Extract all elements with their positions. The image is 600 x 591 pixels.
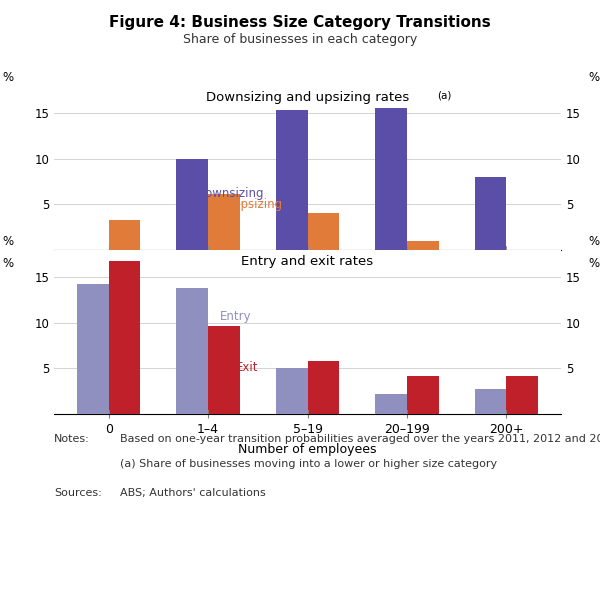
Text: Entry and exit rates: Entry and exit rates [241, 255, 374, 268]
Bar [275, 368, 308, 414]
Bar [275, 111, 308, 249]
Bar [308, 213, 340, 249]
Text: ABS; Authors' calculations: ABS; Authors' calculations [120, 488, 266, 498]
Text: %: % [589, 257, 599, 270]
Text: Sources:: Sources: [54, 488, 102, 498]
Text: (a) Share of businesses moving into a lower or higher size category: (a) Share of businesses moving into a lo… [120, 459, 497, 469]
Text: Based on one-year transition probabilities averaged over the years 2011, 2012 an: Based on one-year transition probabiliti… [120, 434, 600, 444]
Bar [109, 261, 140, 414]
Bar [375, 108, 407, 249]
Bar [407, 376, 439, 414]
Text: %: % [589, 71, 599, 84]
Text: Figure 4: Business Size Category Transitions: Figure 4: Business Size Category Transit… [109, 15, 491, 30]
Bar [176, 158, 208, 249]
Bar [475, 177, 506, 249]
Bar [475, 389, 506, 414]
Text: Entry: Entry [220, 310, 251, 323]
Bar [308, 361, 340, 414]
Text: Upsizing: Upsizing [232, 198, 282, 211]
Text: Share of businesses in each category: Share of businesses in each category [183, 33, 417, 46]
Text: Exit: Exit [236, 361, 259, 374]
Bar [208, 326, 240, 414]
Text: %: % [3, 257, 14, 270]
Bar [176, 288, 208, 414]
Text: %: % [3, 71, 14, 84]
Bar [407, 241, 439, 249]
Text: %: % [589, 235, 599, 248]
Text: Downsizing: Downsizing [197, 187, 265, 200]
Text: Notes:: Notes: [54, 434, 90, 444]
Text: %: % [3, 235, 14, 248]
Bar [375, 394, 407, 414]
X-axis label: Number of employees: Number of employees [238, 443, 377, 456]
Text: (a): (a) [437, 90, 451, 100]
Bar [506, 376, 538, 414]
Text: Downsizing and upsizing rates: Downsizing and upsizing rates [206, 90, 409, 103]
Bar [77, 284, 109, 414]
Bar [109, 220, 140, 249]
Bar [208, 194, 240, 249]
